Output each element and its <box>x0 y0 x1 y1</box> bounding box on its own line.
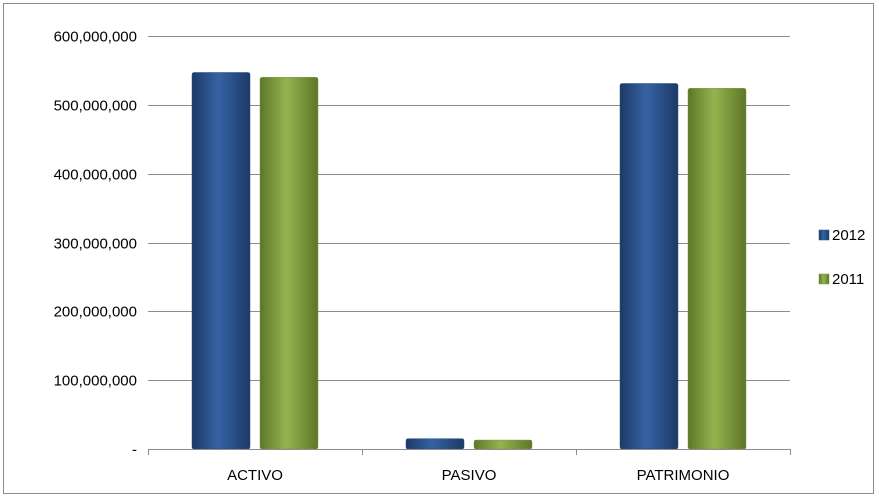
legend-label: 2011 <box>832 271 864 288</box>
x-category-label: ACTIVO <box>227 467 283 484</box>
x-axis: ACTIVO PASIVO PATRIMONIO <box>148 449 791 484</box>
bar-activo-2011 <box>259 77 319 450</box>
bar-patrimonio-2012 <box>619 83 679 450</box>
bar-chart: - 100,000,000 200,000,000 300,000,000 400,00… <box>54 29 866 485</box>
bar-pasivo-2012 <box>405 438 465 450</box>
y-tick-label: 300,000,000 <box>54 236 137 253</box>
x-category-label: PASIVO <box>442 467 497 484</box>
legend-swatch-2012 <box>818 229 830 241</box>
bar-pasivo-2011 <box>473 439 533 450</box>
y-tick-label: 400,000,000 <box>54 167 137 184</box>
y-tick-label: 600,000,000 <box>54 29 137 46</box>
legend: 2012 2011 <box>818 227 865 288</box>
x-category-label: PATRIMONIO <box>637 467 730 484</box>
y-tick-label: 500,000,000 <box>54 98 137 115</box>
chart-area: - 100,000,000 200,000,000 300,000,000 400,00… <box>3 3 874 494</box>
bar-patrimonio-2011 <box>687 88 747 450</box>
legend-swatch-2011 <box>818 273 830 285</box>
legend-label: 2012 <box>832 227 865 244</box>
y-tick-label: - <box>132 442 137 459</box>
y-tick-label: 100,000,000 <box>54 373 137 390</box>
bar-activo-2012 <box>191 72 251 450</box>
y-tick-label: 200,000,000 <box>54 304 137 321</box>
gridlines <box>148 36 790 381</box>
bars <box>191 72 747 450</box>
y-axis-tick-labels: - 100,000,000 200,000,000 300,000,000 400,00… <box>54 29 137 459</box>
